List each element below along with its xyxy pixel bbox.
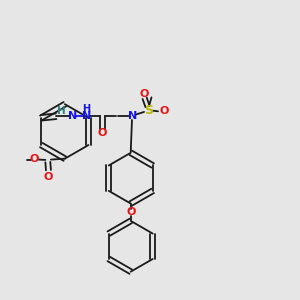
Text: N: N: [82, 111, 91, 121]
Text: O: O: [30, 154, 39, 164]
Text: O: O: [98, 128, 107, 138]
Text: O: O: [126, 207, 135, 217]
Text: H: H: [82, 104, 91, 114]
Text: O: O: [140, 89, 149, 99]
Text: S: S: [144, 104, 153, 117]
Text: O: O: [160, 106, 169, 116]
Text: N: N: [128, 111, 137, 121]
Text: O: O: [44, 172, 53, 182]
Text: H: H: [57, 106, 66, 116]
Text: N: N: [68, 111, 77, 121]
